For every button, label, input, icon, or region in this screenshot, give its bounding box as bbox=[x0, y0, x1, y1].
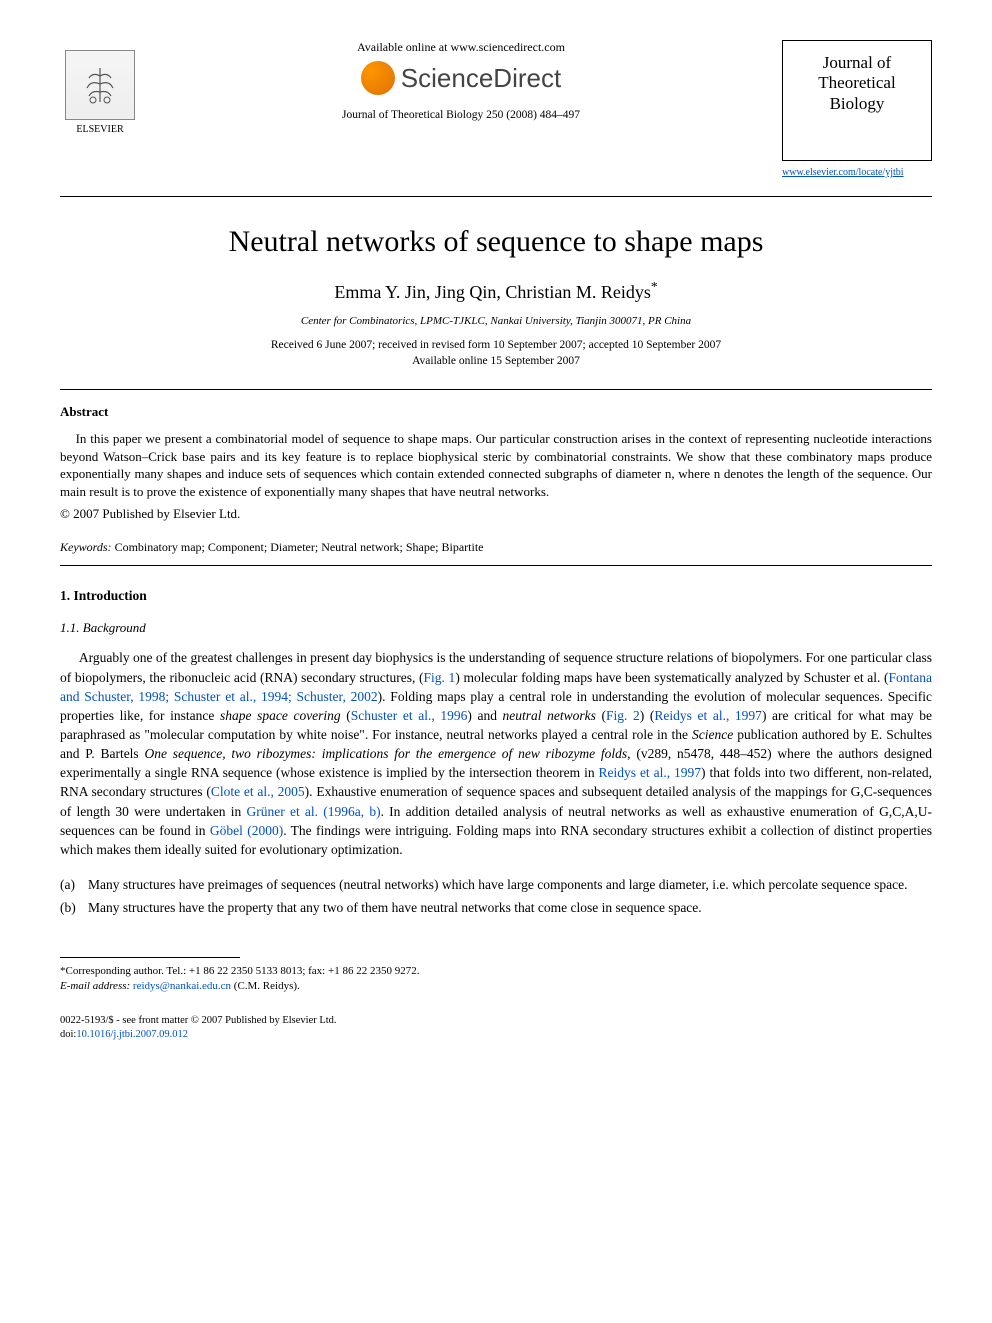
list-text-b: Many structures have the property that a… bbox=[88, 898, 702, 917]
journal-citation: Journal of Theoretical Biology 250 (2008… bbox=[160, 109, 762, 121]
sciencedirect-text: ScienceDirect bbox=[401, 63, 561, 94]
doi-label: doi: bbox=[60, 1029, 76, 1040]
list-item: (b) Many structures have the property th… bbox=[60, 898, 932, 917]
list-text-a: Many structures have preimages of sequen… bbox=[88, 875, 908, 894]
text-run: ) molecular folding maps have been syste… bbox=[455, 670, 888, 685]
divider bbox=[60, 389, 932, 390]
footer: 0022-5193/$ - see front matter © 2007 Pu… bbox=[60, 1014, 932, 1042]
journal-box-title: Journal of Theoretical Biology bbox=[791, 53, 923, 114]
elsevier-logo: ELSEVIER bbox=[60, 40, 140, 135]
list-marker-b: (b) bbox=[60, 898, 88, 917]
keywords-label: Keywords: bbox=[60, 540, 112, 554]
keywords-text: Combinatory map; Component; Diameter; Ne… bbox=[112, 540, 484, 554]
history-dates-1: Received 6 June 2007; received in revise… bbox=[60, 339, 932, 351]
list-marker-a: (a) bbox=[60, 875, 88, 894]
section-1-heading: 1. Introduction bbox=[60, 588, 932, 604]
keywords: Keywords: Combinatory map; Component; Di… bbox=[60, 540, 932, 555]
authors: Emma Y. Jin, Jing Qin, Christian M. Reid… bbox=[60, 279, 932, 303]
properties-list: (a) Many structures have preimages of se… bbox=[60, 875, 932, 917]
text-run: ( bbox=[341, 708, 351, 723]
journal-header: ELSEVIER Available online at www.science… bbox=[60, 40, 932, 197]
journal-cover-box: Journal of Theoretical Biology www.elsev… bbox=[782, 40, 932, 178]
corresponding-mark: * bbox=[651, 279, 658, 294]
corresponding-footnote: *Corresponding author. Tel.: +1 86 22 23… bbox=[60, 964, 932, 994]
citation-link[interactable]: Schuster et al., 1996 bbox=[351, 708, 468, 723]
citation-link[interactable]: Reidys et al., 1997 bbox=[654, 708, 762, 723]
intro-paragraph: Arguably one of the greatest challenges … bbox=[60, 648, 932, 859]
email-tail: (C.M. Reidys). bbox=[231, 980, 300, 992]
emphasis: neutral networks bbox=[503, 708, 596, 723]
email-label: E-mail address: bbox=[60, 980, 130, 992]
sciencedirect-logo: ScienceDirect bbox=[160, 61, 762, 95]
list-item: (a) Many structures have preimages of se… bbox=[60, 875, 932, 894]
sciencedirect-swoosh-icon bbox=[361, 61, 395, 95]
abstract-text: In this paper we present a combinatorial… bbox=[60, 430, 932, 500]
elsevier-tree-icon bbox=[65, 50, 135, 120]
email-link[interactable]: reidys@nankai.edu.cn bbox=[130, 980, 231, 992]
corr-author-line: *Corresponding author. Tel.: +1 86 22 23… bbox=[60, 964, 932, 979]
abstract-heading: Abstract bbox=[60, 404, 932, 420]
citation-link[interactable]: Reidys et al., 1997 bbox=[599, 765, 702, 780]
emphasis: shape space covering bbox=[220, 708, 341, 723]
article-title: Neutral networks of sequence to shape ma… bbox=[60, 225, 932, 259]
emphasis: One sequence, two ribozymes: implication… bbox=[144, 746, 627, 761]
citation-link[interactable]: Grüner et al. (1996a, b) bbox=[247, 804, 381, 819]
history-dates-2: Available online 15 September 2007 bbox=[60, 355, 932, 367]
affiliation: Center for Combinatorics, LPMC-TJKLC, Na… bbox=[60, 315, 932, 327]
center-header: Available online at www.sciencedirect.co… bbox=[140, 40, 782, 121]
citation-link[interactable]: Göbel (2000) bbox=[210, 823, 283, 838]
figure-ref-1[interactable]: Fig. 1 bbox=[424, 670, 456, 685]
section-1-1-heading: 1.1. Background bbox=[60, 620, 932, 636]
doi-link[interactable]: 10.1016/j.jtbi.2007.09.012 bbox=[76, 1029, 188, 1040]
elsevier-label: ELSEVIER bbox=[60, 124, 140, 135]
text-run: ) ( bbox=[640, 708, 655, 723]
text-run: ) and bbox=[467, 708, 502, 723]
abstract-copyright: © 2007 Published by Elsevier Ltd. bbox=[60, 506, 932, 522]
text-run: ( bbox=[596, 708, 606, 723]
author-names: Emma Y. Jin, Jing Qin, Christian M. Reid… bbox=[334, 282, 651, 302]
footnote-rule bbox=[60, 957, 240, 958]
figure-ref-2[interactable]: Fig. 2 bbox=[606, 708, 640, 723]
divider bbox=[60, 565, 932, 566]
citation-link[interactable]: Clote et al., 2005 bbox=[211, 784, 305, 799]
emphasis: Science bbox=[692, 727, 733, 742]
front-matter-line: 0022-5193/$ - see front matter © 2007 Pu… bbox=[60, 1014, 932, 1028]
available-online-text: Available online at www.sciencedirect.co… bbox=[160, 40, 762, 55]
journal-homepage-link[interactable]: www.elsevier.com/locate/yjtbi bbox=[782, 167, 932, 178]
